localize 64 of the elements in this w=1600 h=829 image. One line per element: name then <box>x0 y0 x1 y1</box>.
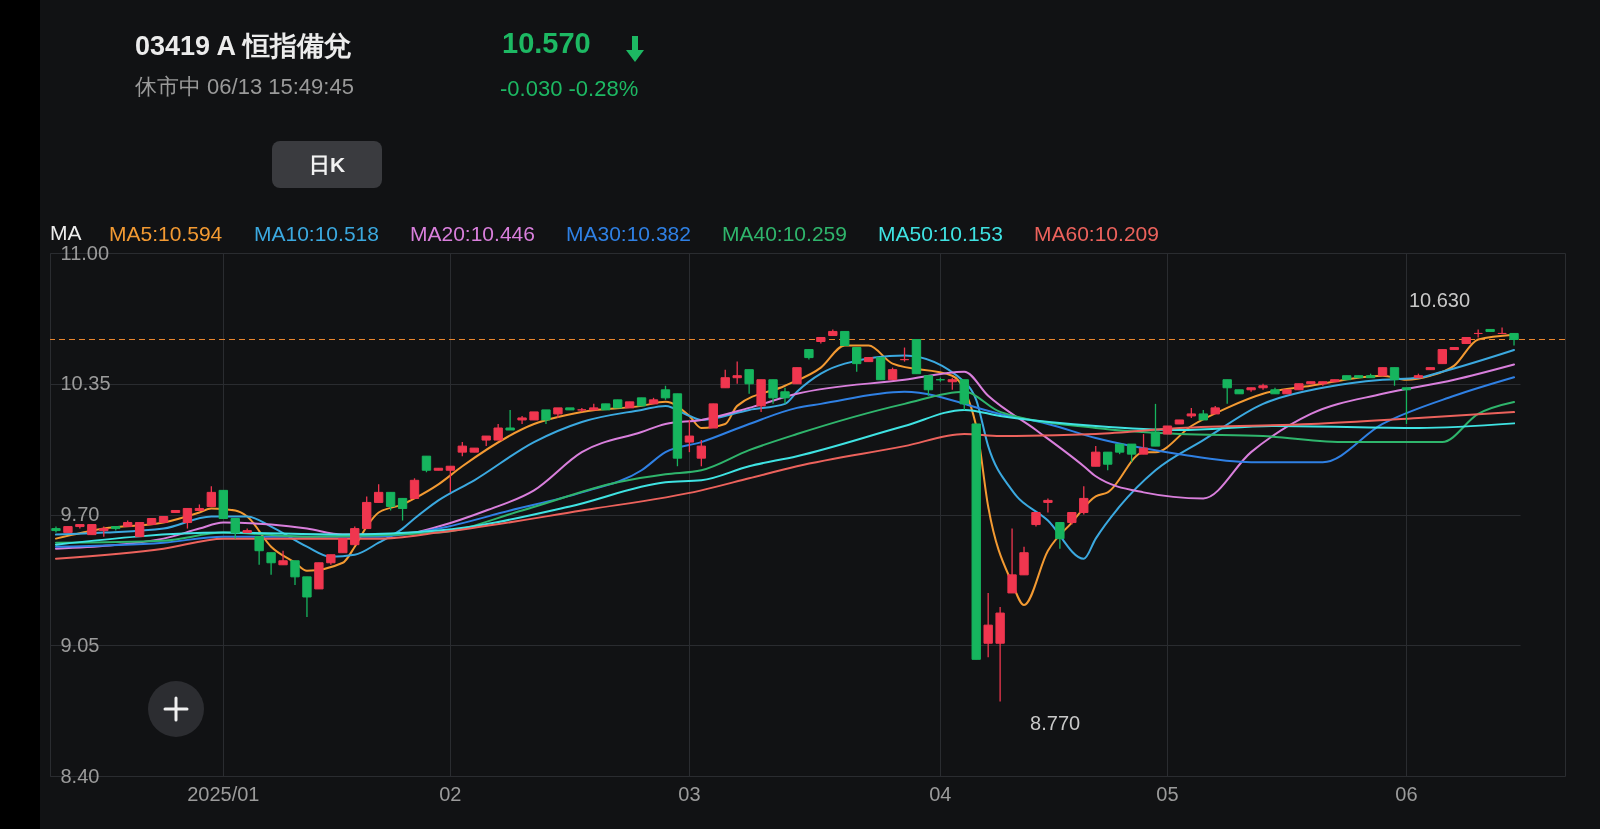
candlestick <box>720 369 730 389</box>
candlestick <box>350 525 360 546</box>
x-tick-label: 02 <box>439 782 462 805</box>
candlestick <box>744 369 754 395</box>
candlestick <box>1126 443 1137 463</box>
text: MA60:10.209 <box>1034 221 1159 245</box>
candlestick <box>266 552 276 576</box>
candlestick <box>1043 497 1053 514</box>
y-tick-label: 11.00 <box>60 241 110 264</box>
candlestick <box>302 576 312 618</box>
candlestick <box>1138 433 1149 455</box>
candlestick <box>696 439 707 467</box>
candlestick <box>1389 367 1400 387</box>
candlestick <box>1079 485 1089 516</box>
chart-title: 03419 A 恒指備兌 <box>135 30 351 63</box>
text: 10.570 <box>502 27 591 60</box>
candlestick <box>373 483 384 504</box>
candlestick <box>1091 445 1101 467</box>
annotation: 8.770 <box>1030 711 1081 734</box>
candlestick <box>1019 546 1029 576</box>
x-tick-label: 06 <box>1395 782 1418 805</box>
y-tick-label: 9.05 <box>60 633 100 656</box>
chart-subtitle: 休市中 06/13 15:49:45 <box>135 73 354 101</box>
text: MA5:10.594 <box>109 221 223 245</box>
candlestick <box>1103 451 1113 471</box>
candlestick <box>182 507 193 530</box>
candlestick <box>290 560 300 586</box>
candlestick <box>278 550 288 566</box>
x-tick-label: 05 <box>1156 782 1179 805</box>
text: MA50:10.153 <box>878 221 1003 245</box>
candlestick <box>768 379 778 405</box>
candlestick <box>1007 527 1017 594</box>
text: -0.030 -0.28% <box>500 76 639 102</box>
x-tick-label: 2025/01 <box>187 782 260 805</box>
candlestick <box>684 419 695 453</box>
text: MA20:10.446 <box>410 221 535 245</box>
candlestick <box>1401 387 1412 425</box>
x-tick-label: 03 <box>678 782 701 805</box>
y-tick-label: 8.40 <box>60 764 100 787</box>
candlestick <box>505 409 515 431</box>
y-tick-label: 10.35 <box>60 372 111 395</box>
candlestick <box>445 465 456 494</box>
annotation: 10.630 <box>1408 289 1471 312</box>
y-tick-label: 9.70 <box>60 503 100 525</box>
candlestick <box>385 491 396 512</box>
candlestick <box>1055 521 1065 550</box>
candlestick <box>732 360 742 385</box>
x-tick-label: 04 <box>929 782 952 805</box>
candlestick <box>397 497 408 522</box>
candlestick <box>230 517 240 540</box>
text: MA10:10.518 <box>254 221 379 245</box>
legend-title: MA <box>50 221 82 244</box>
candlestick <box>983 592 993 658</box>
candlestick <box>206 485 217 508</box>
candlestick <box>852 346 862 373</box>
candlestick <box>923 375 934 397</box>
text: 日K <box>272 141 382 188</box>
candlestick <box>254 535 264 566</box>
candlestick <box>1222 379 1232 405</box>
candlestick <box>1150 403 1161 447</box>
candlestick <box>875 356 886 381</box>
candlestick <box>409 477 420 500</box>
text: MA40:10.259 <box>722 221 847 245</box>
text: MA30:10.382 <box>566 221 691 245</box>
